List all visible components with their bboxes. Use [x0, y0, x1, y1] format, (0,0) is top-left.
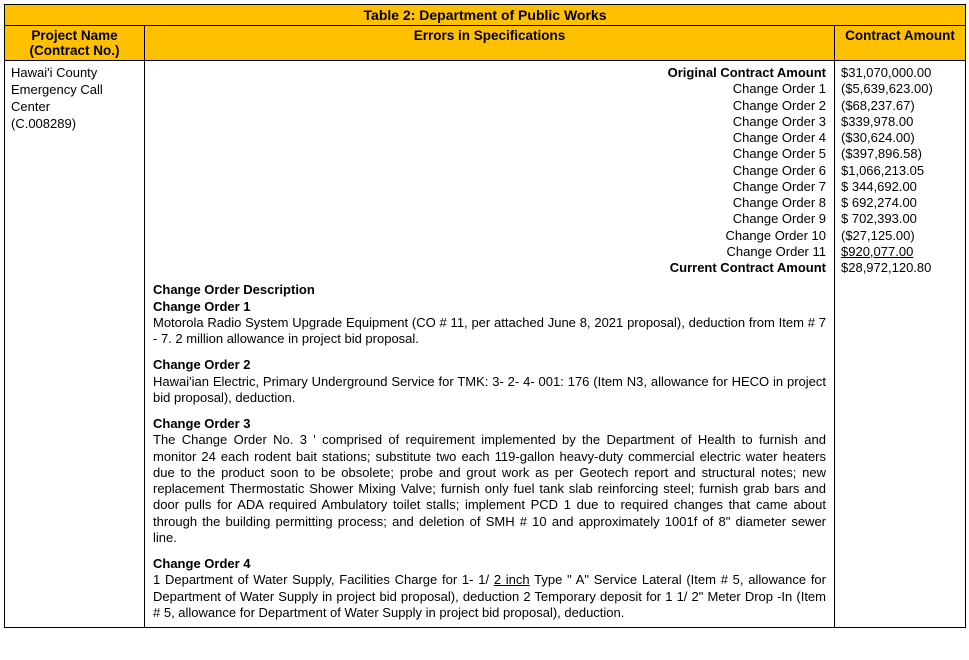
label-co: Change Order 3	[153, 114, 826, 130]
amount-value: $ 692,274.00	[841, 195, 959, 211]
amount-value: ($68,237.67)	[841, 98, 959, 114]
header-amount: Contract Amount	[835, 26, 966, 61]
label-current: Current Contract Amount	[153, 260, 826, 276]
co-block: Change Order 2 Hawai'ian Electric, Prima…	[153, 357, 826, 406]
project-line: Center	[11, 99, 138, 116]
amount-value: $339,978.00	[841, 114, 959, 130]
amount-labels: Original Contract Amount Change Order 1 …	[153, 65, 826, 276]
table-header-row: Project Name (Contract No.) Errors in Sp…	[5, 26, 966, 61]
amount-value: ($27,125.00)	[841, 228, 959, 244]
amount-value: ($397,896.58)	[841, 146, 959, 162]
label-co: Change Order 2	[153, 98, 826, 114]
co4-text-underline: 2 inch	[494, 572, 530, 587]
co-title: Change Order 3	[153, 416, 826, 432]
co4-text-a: 1 Department of Water Supply, Facilities…	[153, 572, 494, 587]
table-title: Table 2: Department of Public Works	[5, 5, 966, 26]
co-title: Change Order 2	[153, 357, 826, 373]
co-title: Change Order 4	[153, 556, 826, 572]
project-line: (C.008289)	[11, 116, 138, 133]
co-text: Hawai'ian Electric, Primary Underground …	[153, 374, 826, 407]
dpw-table: Table 2: Department of Public Works Proj…	[4, 4, 966, 628]
label-co: Change Order 10	[153, 228, 826, 244]
label-co: Change Order 8	[153, 195, 826, 211]
co-block: Change Order 4 1 Department of Water Sup…	[153, 556, 826, 621]
amount-value: $31,070,000.00	[841, 65, 959, 81]
project-line: Emergency Call	[11, 82, 138, 99]
header-errors: Errors in Specifications	[145, 26, 835, 61]
project-cell: Hawai'i County Emergency Call Center (C.…	[5, 61, 145, 628]
desc-header-block: Change Order Description Change Order 1 …	[153, 282, 826, 347]
co-text: 1 Department of Water Supply, Facilities…	[153, 572, 826, 621]
label-co: Change Order 5	[153, 146, 826, 162]
co-text: Motorola Radio System Upgrade Equipment …	[153, 315, 826, 348]
amount-cell: $31,070,000.00 ($5,639,623.00) ($68,237.…	[835, 61, 966, 628]
amount-value: $ 702,393.00	[841, 211, 959, 227]
amount-value: $920,077.00	[841, 244, 959, 260]
label-co: Change Order 7	[153, 179, 826, 195]
label-co: Change Order 1	[153, 81, 826, 97]
label-original: Original Contract Amount	[153, 65, 826, 81]
table-row: Hawai'i County Emergency Call Center (C.…	[5, 61, 966, 628]
co-block: Change Order 3 The Change Order No. 3 ' …	[153, 416, 826, 546]
amount-value: ($30,624.00)	[841, 130, 959, 146]
co-title: Change Order 1	[153, 299, 826, 315]
label-co: Change Order 9	[153, 211, 826, 227]
amount-list: $31,070,000.00 ($5,639,623.00) ($68,237.…	[841, 65, 959, 276]
amount-value: ($5,639,623.00)	[841, 81, 959, 97]
co-text: The Change Order No. 3 ' comprised of re…	[153, 432, 826, 546]
table-title-row: Table 2: Department of Public Works	[5, 5, 966, 26]
amount-value: $28,972,120.80	[841, 260, 959, 276]
spec-cell: Original Contract Amount Change Order 1 …	[145, 61, 835, 628]
desc-header: Change Order Description	[153, 282, 826, 298]
label-co: Change Order 4	[153, 130, 826, 146]
label-co: Change Order 11	[153, 244, 826, 260]
label-co: Change Order 6	[153, 163, 826, 179]
project-line: Hawai'i County	[11, 65, 138, 82]
amount-value: $ 344,692.00	[841, 179, 959, 195]
amount-value: $1,066,213.05	[841, 163, 959, 179]
header-project: Project Name (Contract No.)	[5, 26, 145, 61]
